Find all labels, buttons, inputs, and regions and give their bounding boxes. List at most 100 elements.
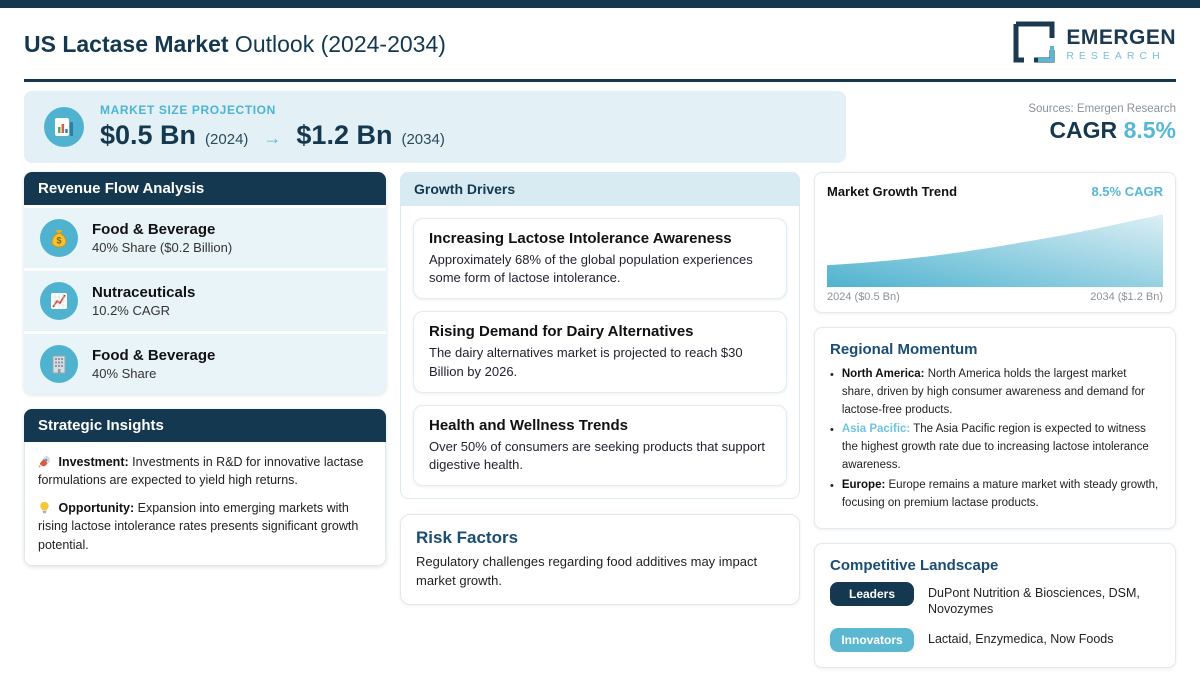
logo-line1: EMERGEN xyxy=(1066,26,1176,50)
arrow-right-icon: → xyxy=(263,128,282,148)
strategic-insights-title: Strategic Insights xyxy=(24,409,386,442)
bullet-icon: • xyxy=(830,424,834,437)
light-bulb-icon xyxy=(38,501,51,515)
market-trend-title: Market Growth Trend xyxy=(827,184,958,199)
competitive-row: Innovators Lactaid, Enzymedica, Now Food… xyxy=(830,628,1160,653)
left-column: Revenue Flow Analysis $ Food & Beverage … xyxy=(24,172,386,566)
revenue-row-subtitle: 40% Share xyxy=(92,366,157,381)
sources-note: Sources: Emergen Research xyxy=(1028,103,1176,115)
market-trend-chart xyxy=(827,207,1163,287)
revenue-row-text: Food & Beverage 40% Share xyxy=(92,347,215,381)
market-trend-cagr: 8.5% CAGR xyxy=(1091,184,1163,199)
revenue-row-title: Food & Beverage xyxy=(92,347,216,364)
risk-factors-text: Regulatory challenges regarding food add… xyxy=(416,554,758,588)
strategic-insights-body: Investment: Investments in R&D for innov… xyxy=(24,442,386,566)
cagr-label: CAGR xyxy=(1049,117,1118,143)
driver-card-text: Over 50% of consumers are seeking produc… xyxy=(429,438,766,472)
region-item: • North America: North America holds the… xyxy=(830,366,1160,419)
end-value: $1.2 Bn xyxy=(296,120,393,150)
innovators-badge: Innovators xyxy=(830,628,914,653)
page-title-rest: Outlook (2024-2034) xyxy=(228,31,446,57)
chart-increasing-icon xyxy=(40,282,78,320)
cagr-summary: Sources: Emergen Research CAGR 8.5% xyxy=(860,91,1176,163)
regional-momentum-card: Regional Momentum • North America: North… xyxy=(814,327,1176,529)
office-building-icon xyxy=(40,345,78,383)
driver-card-text: Approximately 68% of the global populati… xyxy=(429,252,753,286)
leaders-companies: DuPont Nutrition & Biosciences, DSM, Nov… xyxy=(928,585,1140,617)
logo-text: EMERGEN RESEARCH xyxy=(1066,27,1176,62)
growth-drivers-panel: Growth Drivers Increasing Lactose Intole… xyxy=(400,172,800,500)
strategic-insights-panel: Strategic Insights Investment: Investmen… xyxy=(24,409,386,566)
cagr-value: 8.5% xyxy=(1123,117,1176,143)
banner-label: MARKET SIZE PROJECTION xyxy=(100,103,276,117)
region-name: Europe: xyxy=(841,478,886,491)
top-accent-bar xyxy=(0,0,1200,8)
region-text: The Asia Pacific region is expected to w… xyxy=(841,423,1149,472)
revenue-flow-panel: Revenue Flow Analysis $ Food & Beverage … xyxy=(24,172,386,394)
cagr-headline: CAGR 8.5% xyxy=(860,117,1176,144)
revenue-row: $ Food & Beverage 40% Share ($0.2 Billio… xyxy=(24,208,386,268)
driver-card-text: The dairy alternatives market is project… xyxy=(429,345,743,379)
banner-values: $0.5 Bn (2024) → $1.2 Bn (2034) xyxy=(100,120,445,151)
driver-card-title: Increasing Lactose Intolerance Awareness xyxy=(429,230,732,247)
emergen-logo: EMERGEN RESEARCH xyxy=(1012,20,1176,69)
revenue-row-text: Nutraceuticals 10.2% CAGR xyxy=(92,284,195,318)
driver-card: Health and Wellness Trends Over 50% of c… xyxy=(413,404,787,487)
regional-momentum-title: Regional Momentum xyxy=(830,341,978,358)
driver-card: Rising Demand for Dairy Alternatives The… xyxy=(413,311,787,393)
rocket-icon xyxy=(38,455,51,469)
driver-card-title: Health and Wellness Trends xyxy=(429,416,628,434)
region-item: • Asia Pacific: The Asia Pacific region … xyxy=(830,421,1160,474)
leaders-badge: Leaders xyxy=(830,581,914,606)
region-name: Asia Pacific: xyxy=(841,423,911,436)
market-trend-axis: 2024 ($0.5 Bn) 2034 ($1.2 Bn) xyxy=(827,291,1163,303)
revenue-flow-title: Revenue Flow Analysis xyxy=(24,172,386,205)
content-columns: Revenue Flow Analysis $ Food & Beverage … xyxy=(24,172,1176,669)
insight-item: Investment: Investments in R&D for innov… xyxy=(38,453,372,489)
competitive-landscape-card: Competitive Landscape Leaders DuPont Nut… xyxy=(814,542,1176,669)
competitive-row: Leaders DuPont Nutrition & Biosciences, … xyxy=(830,581,1160,619)
end-year: (2034) xyxy=(401,131,445,148)
competitive-landscape-title: Competitive Landscape xyxy=(830,556,999,574)
bullet-icon: • xyxy=(830,369,834,381)
market-trend-header: Market Growth Trend 8.5% CAGR xyxy=(827,184,1163,199)
page-title: US Lactase Market Outlook (2024-2034) xyxy=(24,31,446,58)
revenue-row: Food & Beverage 40% Share xyxy=(24,334,386,394)
middle-column: Growth Drivers Increasing Lactose Intole… xyxy=(400,172,800,605)
insight-item: Opportunity: Expansion into emerging mar… xyxy=(38,499,372,553)
revenue-row: Nutraceuticals 10.2% CAGR xyxy=(24,271,386,331)
revenue-row-subtitle: 10.2% CAGR xyxy=(92,303,171,318)
growth-drivers-title: Growth Drivers xyxy=(400,172,800,206)
start-year: (2024) xyxy=(205,131,249,148)
risk-factors-title: Risk Factors xyxy=(416,528,519,548)
insight-label: Opportunity: xyxy=(58,501,135,516)
region-item: • Europe: Europe remains a mature market… xyxy=(830,477,1160,513)
revenue-row-text: Food & Beverage 40% Share ($0.2 Billion) xyxy=(92,221,232,255)
logo-line2: RESEARCH xyxy=(1066,50,1165,63)
axis-label-start: 2024 ($0.5 Bn) xyxy=(827,291,900,303)
insight-text: Expansion into emerging markets with ris… xyxy=(38,501,359,552)
revenue-row-subtitle: 40% Share ($0.2 Billion) xyxy=(92,240,233,255)
driver-card: Increasing Lactose Intolerance Awareness… xyxy=(413,218,787,300)
innovators-companies: Lactaid, Enzymedica, Now Foods xyxy=(928,632,1114,647)
money-bag-icon: $ xyxy=(40,219,78,257)
revenue-row-title: Nutraceuticals xyxy=(92,284,196,301)
start-value: $0.5 Bn xyxy=(100,120,197,150)
axis-label-end: 2034 ($1.2 Bn) xyxy=(1090,291,1163,303)
banner-row: MARKET SIZE PROJECTION $0.5 Bn (2024) → … xyxy=(24,91,1176,163)
infographic-page: US Lactase Market Outlook (2024-2034) EM… xyxy=(0,8,1200,669)
svg-text:$: $ xyxy=(56,236,61,246)
driver-card-title: Rising Demand for Dairy Alternatives xyxy=(429,323,694,341)
market-size-banner: MARKET SIZE PROJECTION $0.5 Bn (2024) → … xyxy=(24,91,846,163)
risk-factors-panel: Risk Factors Regulatory challenges regar… xyxy=(400,514,800,605)
region-text: Europe remains a mature market with stea… xyxy=(841,478,1159,509)
market-trend-card: Market Growth Trend 8.5% CAGR xyxy=(814,172,1176,313)
insight-text: Investments in R&D for innovative lactas… xyxy=(38,455,364,488)
region-name: North America: xyxy=(841,368,925,380)
revenue-row-title: Food & Beverage xyxy=(92,221,216,238)
region-text: North America holds the largest market s… xyxy=(841,368,1145,416)
header: US Lactase Market Outlook (2024-2034) EM… xyxy=(24,14,1176,82)
bullet-icon: • xyxy=(830,479,834,492)
page-title-bold: US Lactase Market xyxy=(24,31,229,57)
right-column: Market Growth Trend 8.5% CAGR xyxy=(814,172,1176,669)
